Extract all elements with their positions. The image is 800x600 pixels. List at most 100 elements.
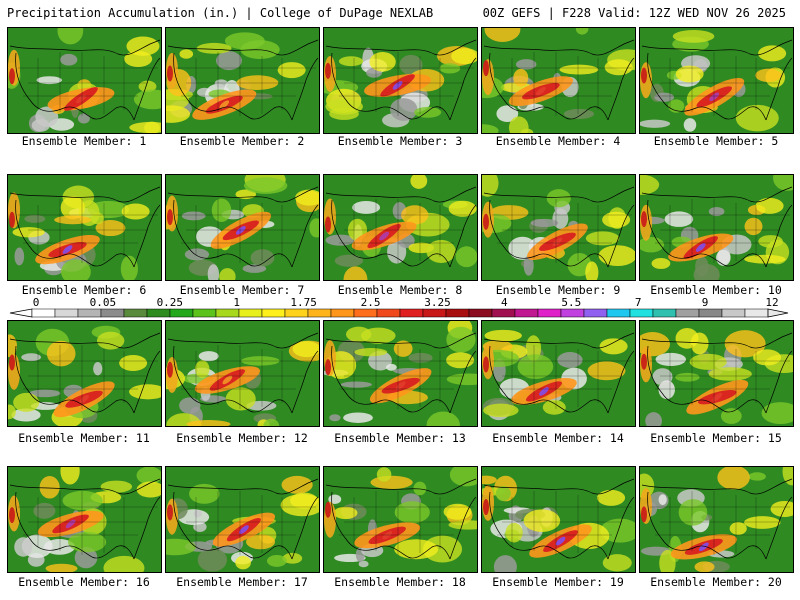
colorbar-swatch bbox=[399, 308, 424, 318]
colorbar-swatch bbox=[192, 308, 217, 318]
member-caption: Ensemble Member: 10 bbox=[650, 283, 782, 297]
member-map bbox=[481, 174, 636, 281]
precipitation-field bbox=[640, 28, 793, 133]
colorbar-tick-label: 1.75 bbox=[290, 296, 317, 309]
member-map bbox=[639, 320, 794, 427]
colorbar-tick-label: 1 bbox=[233, 296, 241, 309]
member-map bbox=[323, 320, 478, 427]
precipitation-field bbox=[324, 175, 477, 280]
precipitation-field bbox=[8, 175, 161, 280]
member-map bbox=[481, 466, 636, 573]
member-map bbox=[7, 466, 162, 573]
colorbar-tick-label: 0.05 bbox=[89, 296, 117, 309]
colorbar-swatch bbox=[514, 308, 539, 318]
colorbar-swatch bbox=[675, 308, 700, 318]
member-map bbox=[481, 27, 636, 134]
precipitation-field bbox=[8, 28, 161, 133]
colorbar-swatch bbox=[146, 308, 171, 318]
member-map bbox=[639, 174, 794, 281]
precipitation-field bbox=[640, 467, 793, 572]
colorbar-swatch bbox=[238, 308, 263, 318]
precipitation-field bbox=[324, 467, 477, 572]
precipitation-field bbox=[8, 467, 161, 572]
member-caption: Ensemble Member: 7 bbox=[179, 283, 305, 297]
member-map bbox=[165, 320, 320, 427]
colorbar-left-arrow bbox=[9, 308, 33, 318]
colorbar-swatch bbox=[169, 308, 194, 318]
precipitation-field bbox=[8, 321, 161, 426]
colorbar-swatch bbox=[583, 308, 608, 318]
member-map bbox=[639, 27, 794, 134]
colorbar-swatch bbox=[744, 308, 769, 318]
precipitation-field bbox=[482, 467, 635, 572]
colorbar-swatch bbox=[261, 308, 286, 318]
colorbar-swatch bbox=[537, 308, 562, 318]
member-caption: Ensemble Member: 16 bbox=[18, 575, 150, 589]
precipitation-field bbox=[166, 175, 319, 280]
member-map bbox=[7, 320, 162, 427]
member-caption: Ensemble Member: 8 bbox=[337, 283, 463, 297]
member-map bbox=[7, 27, 162, 134]
member-caption: Ensemble Member: 5 bbox=[653, 134, 779, 148]
colorbar-swatch bbox=[54, 308, 79, 318]
colorbar-swatch bbox=[422, 308, 447, 318]
precipitation-field bbox=[166, 28, 319, 133]
run-valid-time: 00Z GEFS | F228 Valid: 12Z WED NOV 26 20… bbox=[482, 6, 786, 20]
colorbar-swatch bbox=[353, 308, 378, 318]
colorbar-tick-label: 4 bbox=[501, 296, 508, 309]
member-map bbox=[323, 466, 478, 573]
colorbar-tick-label: 9 bbox=[701, 296, 709, 309]
colorbar-swatch bbox=[652, 308, 677, 318]
member-map bbox=[323, 27, 478, 134]
colorbar-swatch bbox=[721, 308, 746, 318]
colorbar-swatch bbox=[307, 308, 332, 318]
member-caption: Ensemble Member: 17 bbox=[176, 575, 308, 589]
precipitation-field bbox=[482, 321, 635, 426]
precipitation-field bbox=[166, 467, 319, 572]
colorbar-swatch bbox=[284, 308, 309, 318]
colorbar-swatch bbox=[606, 308, 631, 318]
member-caption: Ensemble Member: 3 bbox=[337, 134, 463, 148]
precipitation-field bbox=[482, 28, 635, 133]
member-map bbox=[165, 466, 320, 573]
member-caption: Ensemble Member: 12 bbox=[176, 431, 308, 445]
precipitation-field bbox=[166, 321, 319, 426]
colorbar-tick-label: 0.25 bbox=[156, 296, 184, 309]
precipitation-colorbar bbox=[0, 296, 800, 320]
member-caption: Ensemble Member: 1 bbox=[21, 134, 147, 148]
colorbar-tick-label: 0 bbox=[32, 296, 40, 309]
member-caption: Ensemble Member: 6 bbox=[21, 283, 147, 297]
member-map bbox=[165, 27, 320, 134]
colorbar-swatch bbox=[491, 308, 516, 318]
precipitation-field bbox=[482, 175, 635, 280]
member-caption: Ensemble Member: 4 bbox=[495, 134, 621, 148]
member-map bbox=[481, 320, 636, 427]
member-map bbox=[7, 174, 162, 281]
colorbar-swatch bbox=[468, 308, 493, 318]
member-caption: Ensemble Member: 15 bbox=[650, 431, 782, 445]
colorbar-swatch bbox=[31, 308, 56, 318]
colorbar-swatch bbox=[123, 308, 148, 318]
member-caption: Ensemble Member: 19 bbox=[492, 575, 624, 589]
colorbar-right-arrow bbox=[767, 308, 789, 318]
precipitation-field bbox=[324, 321, 477, 426]
colorbar-tick-label: 2.5 bbox=[360, 296, 381, 309]
colorbar-swatch bbox=[330, 308, 355, 318]
member-caption: Ensemble Member: 2 bbox=[179, 134, 305, 148]
colorbar-swatch bbox=[698, 308, 723, 318]
member-caption: Ensemble Member: 20 bbox=[650, 575, 782, 589]
colorbar-swatch bbox=[100, 308, 125, 318]
colorbar-swatch bbox=[215, 308, 240, 318]
colorbar-swatch bbox=[445, 308, 470, 318]
member-map bbox=[639, 466, 794, 573]
member-caption: Ensemble Member: 14 bbox=[492, 431, 624, 445]
colorbar-tick-label: 5.5 bbox=[561, 296, 582, 309]
member-caption: Ensemble Member: 11 bbox=[18, 431, 150, 445]
colorbar-tick-label: 12 bbox=[765, 296, 779, 309]
colorbar-tick-label: 3.25 bbox=[424, 296, 451, 309]
colorbar-swatch bbox=[560, 308, 585, 318]
precipitation-field bbox=[640, 321, 793, 426]
member-caption: Ensemble Member: 13 bbox=[334, 431, 466, 445]
member-caption: Ensemble Member: 18 bbox=[334, 575, 466, 589]
colorbar-swatch bbox=[376, 308, 401, 318]
